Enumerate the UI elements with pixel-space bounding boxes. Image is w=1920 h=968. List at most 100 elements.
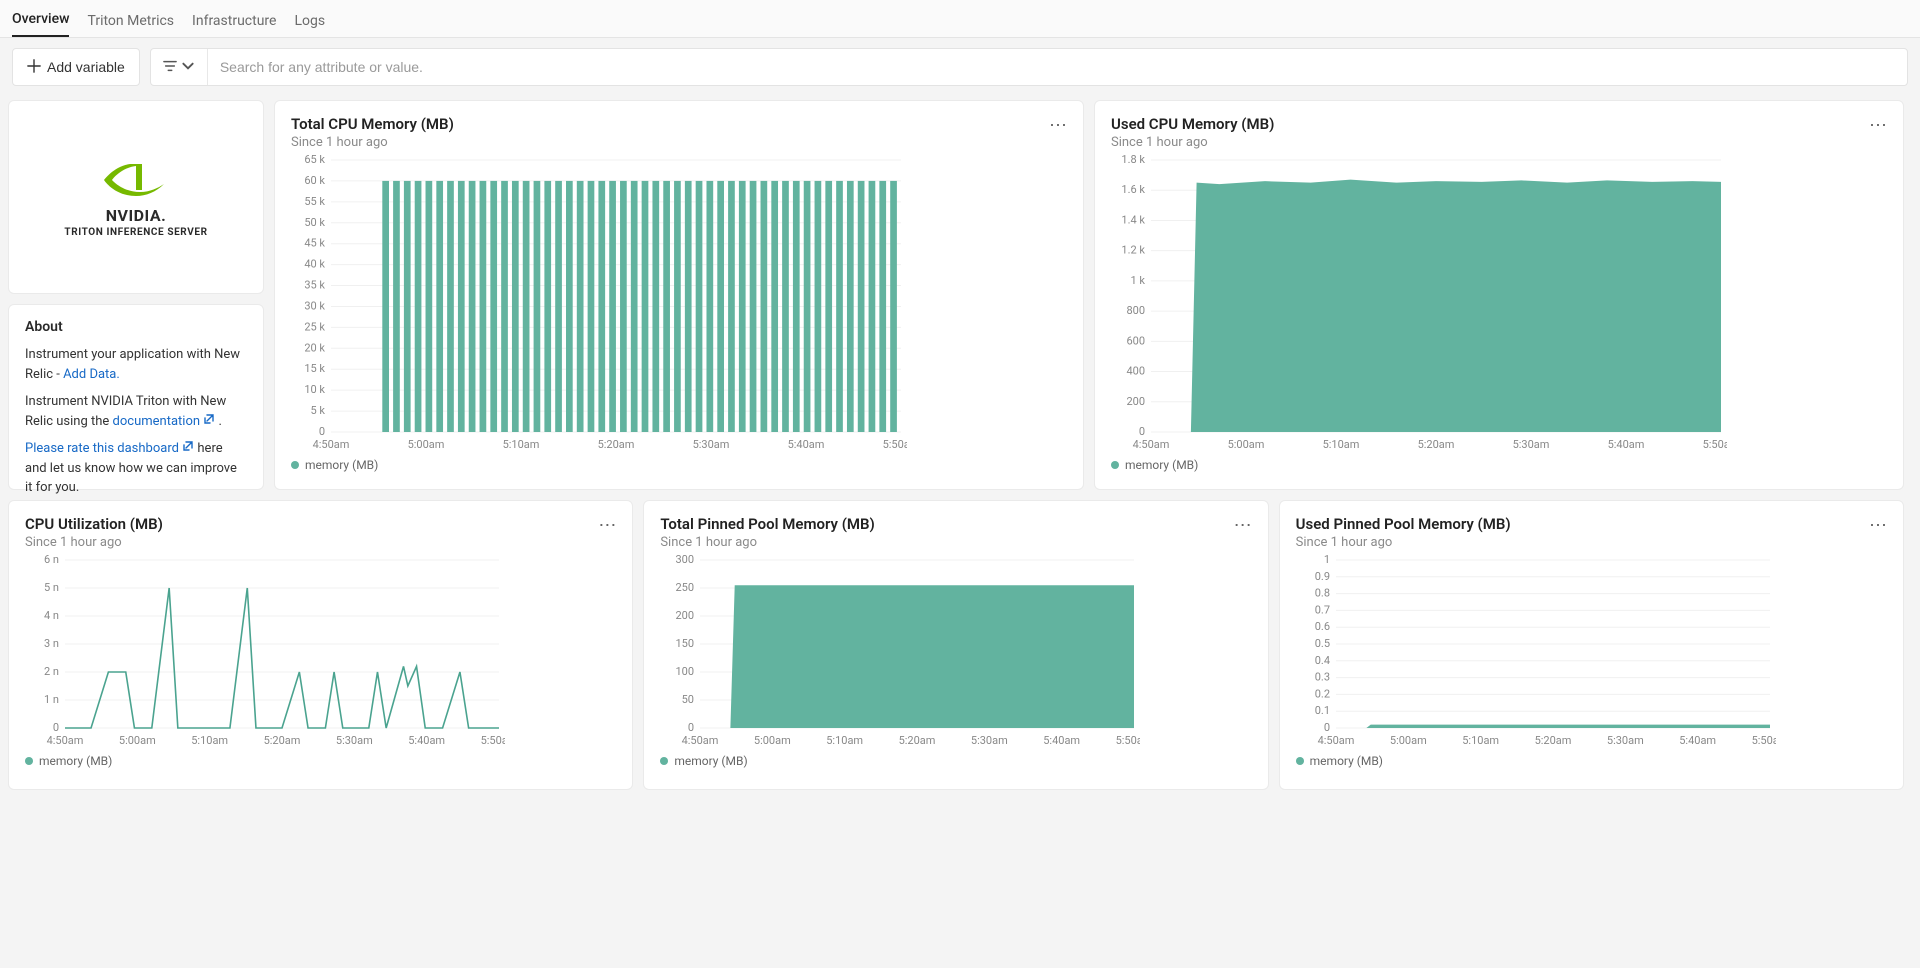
panel-more-button[interactable]: ⋯ <box>598 515 618 536</box>
external-link-icon <box>203 412 215 432</box>
svg-text:5:10am: 5:10am <box>1323 438 1360 450</box>
panel-subtitle: Since 1 hour ago <box>25 535 616 550</box>
svg-text:1.6 k: 1.6 k <box>1121 183 1145 196</box>
svg-text:40 k: 40 k <box>304 258 325 271</box>
panel-title: Total Pinned Pool Memory (MB) <box>660 515 1251 533</box>
svg-text:50: 50 <box>682 693 694 706</box>
chevron-down-icon <box>181 58 195 77</box>
chart-legend: memory (MB) <box>1111 458 1887 472</box>
svg-text:1: 1 <box>1323 553 1329 566</box>
panel-more-button[interactable]: ⋯ <box>1869 515 1889 536</box>
nvidia-eye-icon <box>100 160 172 200</box>
svg-text:20 k: 20 k <box>304 341 325 354</box>
filter-dropdown[interactable] <box>151 49 208 85</box>
chart-svg: 65 k60 k55 k50 k45 k40 k35 k30 k25 k20 k… <box>291 150 907 450</box>
tab-overview[interactable]: Overview <box>12 1 69 37</box>
legend-dot-icon <box>1111 461 1119 469</box>
svg-text:0: 0 <box>688 721 694 734</box>
nvidia-logo: NVIDIA. TRITON INFERENCE SERVER <box>64 160 207 238</box>
search-input[interactable] <box>208 49 1907 85</box>
svg-text:4:50am: 4:50am <box>1133 438 1170 450</box>
panel-title: Used Pinned Pool Memory (MB) <box>1296 515 1887 533</box>
used-cpu-memory-panel: ⋯ Used CPU Memory (MB) Since 1 hour ago … <box>1094 100 1904 490</box>
svg-text:0: 0 <box>1139 425 1145 438</box>
panel-more-button[interactable]: ⋯ <box>1234 515 1254 536</box>
svg-text:5:20am: 5:20am <box>598 438 635 450</box>
svg-text:5:00am: 5:00am <box>1228 438 1265 450</box>
svg-text:0.1: 0.1 <box>1314 704 1329 717</box>
tab-logs[interactable]: Logs <box>294 3 325 37</box>
add-data-link[interactable]: Add Data. <box>63 367 120 382</box>
dashboard-grid: NVIDIA. TRITON INFERENCE SERVER About In… <box>0 96 1920 802</box>
legend-dot-icon <box>660 757 668 765</box>
chart-svg: 6 n5 n4 n3 n2 n1 n04:50am5:00am5:10am5:2… <box>25 550 505 746</box>
chart-legend: memory (MB) <box>660 754 1251 768</box>
svg-text:5:30am: 5:30am <box>693 438 730 450</box>
svg-text:1 n: 1 n <box>44 693 59 706</box>
svg-text:5:40am: 5:40am <box>1679 734 1716 746</box>
chart-svg: 1.8 k1.6 k1.4 k1.2 k1 k80060040020004:50… <box>1111 150 1727 450</box>
svg-text:0.8: 0.8 <box>1314 587 1329 600</box>
chart-legend: memory (MB) <box>25 754 616 768</box>
svg-text:5:10am: 5:10am <box>1462 734 1499 746</box>
rate-dashboard-link[interactable]: Please rate this dashboard <box>25 441 179 456</box>
svg-text:200: 200 <box>1126 395 1145 408</box>
tab-triton-metrics[interactable]: Triton Metrics <box>87 3 174 37</box>
chart-legend: memory (MB) <box>291 458 1067 472</box>
svg-text:4:50am: 4:50am <box>47 734 84 746</box>
total-pinned-pool-panel: ⋯ Total Pinned Pool Memory (MB) Since 1 … <box>643 500 1268 790</box>
controls-row: Add variable <box>0 38 1920 96</box>
triton-product-text: TRITON INFERENCE SERVER <box>64 227 207 238</box>
svg-text:5:30am: 5:30am <box>971 734 1008 746</box>
svg-text:5:30am: 5:30am <box>336 734 373 746</box>
svg-text:5:00am: 5:00am <box>408 438 445 450</box>
svg-text:45 k: 45 k <box>304 237 325 250</box>
panel-title: Used CPU Memory (MB) <box>1111 115 1887 133</box>
svg-text:6 n: 6 n <box>44 553 59 566</box>
legend-label: memory (MB) <box>674 754 747 768</box>
svg-text:1.2 k: 1.2 k <box>1121 244 1145 257</box>
svg-text:150: 150 <box>676 637 695 650</box>
filter-icon <box>163 58 177 77</box>
add-variable-button[interactable]: Add variable <box>12 48 140 86</box>
svg-text:25 k: 25 k <box>304 320 325 333</box>
svg-text:250: 250 <box>676 581 695 594</box>
svg-text:5:20am: 5:20am <box>1418 438 1455 450</box>
documentation-link[interactable]: documentation <box>113 414 201 429</box>
about-line1-text: Instrument your application with New Rel… <box>25 347 240 382</box>
svg-text:5:40am: 5:40am <box>788 438 825 450</box>
svg-text:5:10am: 5:10am <box>191 734 228 746</box>
panel-more-button[interactable]: ⋯ <box>1869 115 1889 136</box>
svg-text:10 k: 10 k <box>304 383 325 396</box>
svg-text:600: 600 <box>1126 334 1145 347</box>
svg-text:4:50am: 4:50am <box>1317 734 1354 746</box>
legend-label: memory (MB) <box>39 754 112 768</box>
svg-text:200: 200 <box>676 609 695 622</box>
panel-more-button[interactable]: ⋯ <box>1049 115 1069 136</box>
svg-text:0.7: 0.7 <box>1314 603 1329 616</box>
tab-infrastructure[interactable]: Infrastructure <box>192 3 276 37</box>
legend-dot-icon <box>25 757 33 765</box>
search-bar <box>150 48 1908 86</box>
svg-text:15 k: 15 k <box>304 362 325 375</box>
svg-text:300: 300 <box>676 553 695 566</box>
svg-text:0: 0 <box>1323 721 1329 734</box>
svg-text:100: 100 <box>676 665 695 678</box>
svg-text:2 n: 2 n <box>44 665 59 678</box>
svg-text:1.4 k: 1.4 k <box>1121 213 1145 226</box>
svg-text:5:00am: 5:00am <box>1390 734 1427 746</box>
svg-text:50 k: 50 k <box>304 216 325 229</box>
nvidia-brand-text: NVIDIA. <box>106 206 167 225</box>
svg-text:5:20am: 5:20am <box>264 734 301 746</box>
external-link-icon <box>182 439 194 459</box>
svg-text:5:10am: 5:10am <box>503 438 540 450</box>
svg-text:5:50am: 5:50am <box>883 438 907 450</box>
top-tabs-bar: Overview Triton Metrics Infrastructure Logs <box>0 0 1920 38</box>
tabs: Overview Triton Metrics Infrastructure Logs <box>12 0 325 37</box>
total-cpu-memory-panel: ⋯ Total CPU Memory (MB) Since 1 hour ago… <box>274 100 1084 490</box>
legend-label: memory (MB) <box>1310 754 1383 768</box>
svg-text:4:50am: 4:50am <box>682 734 719 746</box>
used-pinned-pool-panel: ⋯ Used Pinned Pool Memory (MB) Since 1 h… <box>1279 500 1904 790</box>
panel-subtitle: Since 1 hour ago <box>1111 135 1887 150</box>
about-line2-tail: . <box>215 414 222 429</box>
